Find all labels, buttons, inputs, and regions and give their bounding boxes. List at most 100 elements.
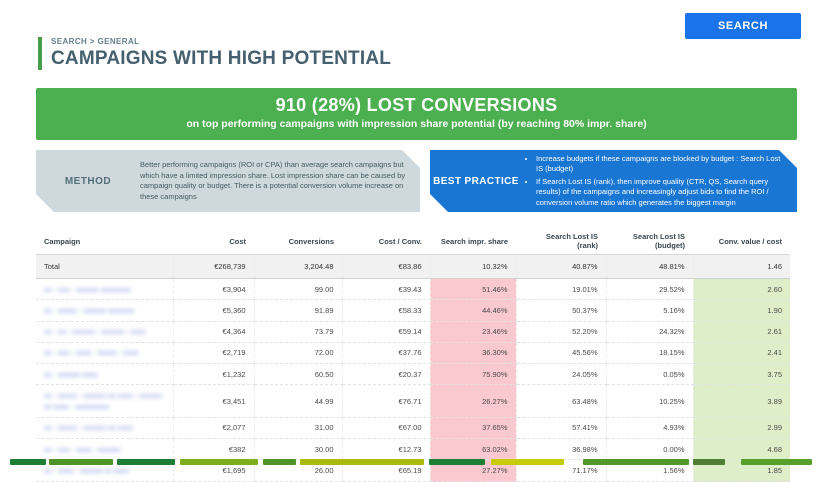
data-cell: 1.56% (605, 459, 693, 482)
data-cell: 60.50 (253, 363, 342, 386)
data-cell: 30.00 (253, 438, 342, 461)
data-cell: 99.00 (253, 278, 342, 301)
page-header: SEARCH > GENERAL CAMPAIGNS WITH HIGH POT… (38, 37, 391, 70)
data-cell: 0.00% (605, 438, 693, 461)
data-cell: €3,904 (172, 278, 254, 301)
total-cell: 40.87% (515, 254, 606, 279)
footer-bar-segment (180, 459, 258, 465)
info-row: METHOD Better performing campaigns (ROI … (36, 150, 797, 212)
campaign-cell: xx - xxx - xxxx - xxxxx - xxxx (36, 342, 173, 365)
data-cell: 50.37% (515, 299, 606, 322)
campaign-link[interactable]: xx - xxx - xxxxxx xxxxxxxx (44, 284, 131, 294)
data-cell: €12.73 (341, 438, 430, 461)
data-cell: 24.05% (515, 363, 606, 386)
data-cell: 37.65% (429, 417, 516, 440)
table-row: xx - xxxxx - xxxxxx xx xxxx €2,077 31.00 €6… (36, 417, 790, 440)
banner-subline: on top performing campaigns with impress… (186, 118, 647, 130)
data-cell: 1.90 (692, 299, 790, 322)
data-cell: 23.46% (429, 321, 516, 343)
data-cell: 2.60 (692, 278, 790, 301)
campaign-link[interactable]: xx - xxxxx - xxxxxx xxxxxxx (44, 305, 135, 315)
data-cell: €1,695 (172, 459, 254, 482)
table-row: xx - xxxxxx xxxx €1,232 60.50 €20.37 75.90% 2… (36, 363, 790, 386)
column-header: Search Lost IS (rank) (516, 228, 606, 255)
campaign-link[interactable]: xx - xxxx - xxxxxx xx xxxx (44, 465, 129, 475)
data-cell: 4.68 (692, 438, 790, 461)
data-cell: €382 (172, 438, 254, 461)
best-practice-label: BEST PRACTICE (433, 175, 519, 187)
campaign-cell: xx - xxxxx - xxxxxx xx xxxx (36, 417, 173, 440)
data-cell: €5,360 (172, 299, 254, 322)
data-cell: €39.43 (341, 278, 430, 301)
campaign-cell: xx - xxx - xxxx - xxxxxx (36, 438, 173, 461)
method-box: METHOD Better performing campaigns (ROI … (36, 150, 420, 212)
campaign-cell: xx - xxxxx - xxxxxx xxxxxxx (36, 299, 173, 322)
table-row: xx - xx - xxxxxx - xxxxxx - xxxx €4,364 73… (36, 321, 790, 343)
column-header: Search impr. share (430, 228, 516, 255)
table-body: Total €268,739 3,204.48 €83.86 10.32% 40.87% 4… (36, 254, 790, 482)
footer-bar-segment (491, 459, 564, 465)
data-cell: 2.61 (692, 321, 790, 343)
data-cell: 63.48% (515, 384, 606, 418)
data-cell: 44.99 (253, 384, 342, 418)
data-cell: 57.41% (515, 417, 606, 440)
footer-bar-segment (583, 459, 689, 465)
total-cell: 3,204.48 (253, 254, 342, 279)
campaign-cell: xx - xxxxx - xxxxxx xx xxxx - xxxxxx xx … (36, 384, 173, 418)
best-practice-bullet: If Search Lost IS (rank), then improve q… (536, 177, 781, 209)
data-cell: 2.41 (692, 342, 790, 365)
data-cell: 19.01% (515, 278, 606, 301)
total-row: Total €268,739 3,204.48 €83.86 10.32% 40.87% 4… (36, 254, 790, 279)
footer-bar-segment (49, 459, 113, 465)
method-text: Better performing campaigns (ROI or CPA)… (140, 160, 406, 201)
lost-conversions-banner: 910 (28%) LOST CONVERSIONS on top perfor… (36, 88, 797, 140)
column-header: Campaign (36, 228, 173, 255)
data-cell: 26.27% (429, 384, 516, 418)
banner-headline: 910 (28%) LOST CONVERSIONS (275, 95, 558, 115)
data-cell: €58.33 (341, 299, 430, 322)
data-cell: €2,719 (172, 342, 254, 365)
total-cell: 10.32% (429, 254, 516, 279)
campaign-link[interactable]: xx - xxx - xxxx - xxxxx - xxxx (44, 348, 139, 358)
table-header-row: Campaign Cost Conversions Cost / Conv. Searc… (36, 228, 790, 255)
data-cell: 18.15% (605, 342, 693, 365)
column-header: Cost / Conv. (342, 228, 430, 255)
table-row: xx - xxx - xxxxxx xxxxxxxx €3,904 99.00 €39… (36, 278, 790, 301)
campaign-link[interactable]: xx - xx - xxxxxx - xxxxxx - xxxx (44, 327, 146, 336)
data-cell: 36.30% (429, 342, 516, 365)
footer-bar-segment (117, 459, 175, 465)
data-cell: 0.05% (605, 363, 693, 386)
campaigns-table: Campaign Cost Conversions Cost / Conv. Searc… (36, 228, 790, 482)
table-row: xx - xxx - xxxx - xxxxx - xxxx €2,719 72.0… (36, 342, 790, 365)
data-cell: €67.00 (341, 417, 430, 440)
footer-bar-segment (693, 459, 725, 465)
footer-bar-segment (429, 459, 485, 465)
data-cell: €59.14 (341, 321, 430, 343)
campaign-link[interactable]: xx - xxxxx - xxxxxx xx xxxx (44, 423, 133, 433)
data-cell: 31.00 (253, 417, 342, 440)
search-button[interactable]: SEARCH (685, 13, 801, 39)
column-header: Conversions (254, 228, 342, 255)
campaign-link[interactable]: xx - xxxxxx xxxx (44, 369, 98, 379)
data-cell: 2.99 (692, 417, 790, 440)
campaign-link[interactable]: xx - xxx - xxxx - xxxxxx (44, 444, 121, 454)
data-cell: €76.71 (341, 384, 430, 418)
data-cell: 3.89 (692, 384, 790, 418)
data-cell: €37.76 (341, 342, 430, 365)
column-header: Conv. value / cost (693, 228, 790, 255)
best-practice-bullet: Increase budgets if these campaigns are … (536, 154, 781, 175)
data-cell: €4,364 (172, 321, 254, 343)
campaign-cell: xx - xxxxxx xxxx (36, 363, 173, 386)
table-row: xx - xxxxx - xxxxxx xx xxxx - xxxxxx xx … (36, 384, 790, 418)
total-cell: €83.86 (341, 254, 430, 279)
data-cell: €2,077 (172, 417, 254, 440)
footer-color-strip (0, 459, 833, 466)
data-cell: 44.46% (429, 299, 516, 322)
campaign-link[interactable]: xx - xxxxx - xxxxxx xx xxxx - xxxxxx xx … (44, 390, 162, 411)
total-cell: €268,739 (172, 254, 254, 279)
data-cell: 1.85 (692, 459, 790, 482)
page-title: CAMPAIGNS WITH HIGH POTENTIAL (51, 48, 392, 69)
best-practice-box: BEST PRACTICE Increase budgets if these … (430, 150, 797, 212)
data-cell: 4.93% (605, 417, 693, 440)
